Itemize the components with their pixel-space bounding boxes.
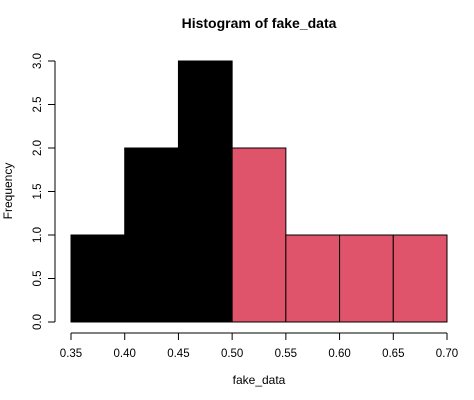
y-axis-label: Frequency (1, 163, 15, 220)
histogram-bars (70, 60, 448, 323)
chart-title: Histogram of fake_data (182, 15, 337, 31)
histogram-bar-5 (285, 234, 341, 323)
x-tick-label-1: 0.35 (60, 348, 82, 360)
x-tick-label-5: 0.55 (275, 348, 297, 360)
x-tick-label-4: 0.50 (221, 348, 243, 360)
histogram-bar-1 (70, 234, 126, 323)
histogram-bar-4 (231, 147, 287, 323)
y-tick-label-2: 0.5 (32, 271, 44, 287)
histogram-bar-6 (339, 234, 394, 323)
histogram-bar-2 (124, 147, 179, 323)
histogram-bar-3 (177, 60, 233, 323)
y-tick-label-4: 1.5 (32, 184, 44, 200)
y-axis: 0.0 0.5 1.0 1.5 2.0 2.5 3.0 (32, 53, 56, 330)
x-tick-label-7: 0.65 (382, 348, 404, 360)
x-axis: 0.35 0.40 0.45 0.50 0.55 0.60 0.65 0.70 (60, 332, 458, 360)
histogram-bar-7 (392, 234, 448, 323)
y-tick-label-1: 0.0 (32, 314, 44, 330)
x-tick-label-6: 0.60 (328, 348, 350, 360)
x-axis-label: fake_data (233, 373, 286, 387)
x-tick-label-8: 0.70 (436, 348, 458, 360)
x-tick-label-2: 0.40 (114, 348, 136, 360)
y-tick-label-3: 1.0 (32, 227, 44, 243)
x-tick-label-3: 0.45 (167, 348, 189, 360)
y-tick-label-5: 2.0 (32, 140, 44, 156)
y-tick-label-7: 3.0 (32, 53, 44, 69)
y-tick-label-6: 2.5 (32, 97, 44, 113)
